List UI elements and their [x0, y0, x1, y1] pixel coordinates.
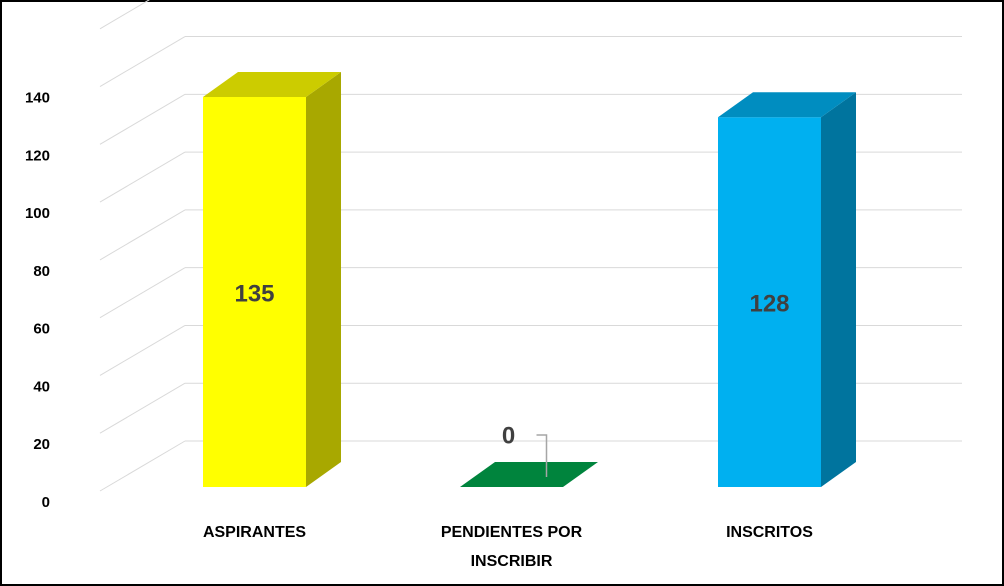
- y-tick-label: 0: [42, 494, 50, 511]
- grid-line: [99, 382, 186, 434]
- grid-line: [99, 440, 186, 492]
- y-tick-label: 20: [33, 436, 50, 453]
- y-tick-label: 120: [25, 147, 50, 164]
- x-tick-label: INSCRITOS: [726, 524, 813, 541]
- data-label: 0: [502, 422, 515, 449]
- bar-top: [718, 92, 856, 118]
- data-label: 135: [234, 280, 274, 307]
- y-tick-label: 80: [33, 263, 50, 280]
- y-tick-label: 100: [25, 205, 50, 222]
- x-tick-label-line: INSCRIBIR: [471, 553, 553, 570]
- bar-side: [821, 92, 856, 487]
- bar-top: [203, 72, 341, 97]
- x-tick-label-line: PENDIENTES POR: [441, 524, 583, 541]
- grid-line: [99, 151, 186, 203]
- y-tick-label: 140: [25, 90, 50, 107]
- bar: [460, 462, 598, 487]
- bar-front: [718, 117, 821, 487]
- grid-line: [99, 93, 186, 145]
- bar-side: [306, 72, 341, 487]
- data-label: 128: [749, 290, 789, 317]
- bar: [203, 72, 341, 487]
- y-tick-label: 40: [33, 378, 50, 395]
- y-tick-label: 60: [33, 321, 50, 338]
- x-tick-label: PENDIENTES POR INSCRIBIR: [441, 524, 583, 570]
- bar-top: [460, 462, 598, 487]
- leader-line: [536, 434, 548, 477]
- grid-line: [99, 0, 150, 30]
- x-tick-label: ASPIRANTES: [203, 524, 306, 541]
- bar-front: [203, 97, 306, 487]
- grid-line: [99, 209, 186, 261]
- grid-line: [99, 267, 186, 319]
- bar: [718, 92, 856, 487]
- grid-line: [99, 36, 186, 87]
- grid-line: [99, 325, 186, 376]
